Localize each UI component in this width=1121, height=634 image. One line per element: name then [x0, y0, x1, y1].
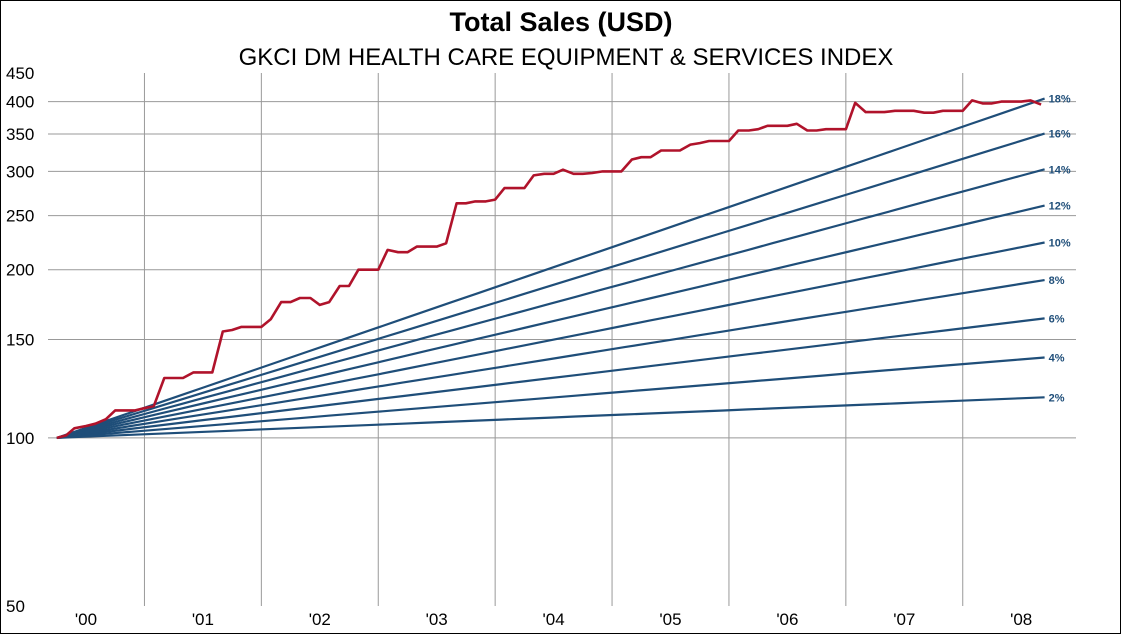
growth-label-14: 14%: [1049, 164, 1071, 176]
growth-line-8: [56, 279, 1045, 439]
growth-label-10: 10%: [1049, 237, 1071, 249]
growth-lines: 2% 4% 6% 8% 10% 12% 14% 16% 18%: [56, 94, 1071, 439]
x-tick-label: '06: [776, 610, 798, 629]
y-tick-label: 450: [6, 64, 34, 83]
y-tick-label: 100: [6, 429, 34, 448]
sales-series: [56, 99, 1042, 440]
growth-line-6: [56, 317, 1045, 439]
chart-subtitle: GKCI DM HEALTH CARE EQUIPMENT & SERVICES…: [239, 44, 894, 71]
x-tick-label: '07: [893, 610, 915, 629]
y-tick-label: 50: [6, 597, 25, 616]
chart-title: Total Sales (USD): [449, 7, 672, 37]
growth-line-4: [56, 356, 1045, 439]
y-tick-label: 400: [6, 93, 34, 112]
x-tick-label: '03: [426, 610, 448, 629]
growth-label-16: 16%: [1049, 129, 1071, 141]
grid: [48, 73, 1076, 606]
x-tick-label: '08: [1010, 610, 1032, 629]
growth-line-10: [56, 241, 1045, 439]
x-tick-label: '04: [543, 610, 565, 629]
growth-line-12: [56, 204, 1045, 439]
growth-line-16: [56, 132, 1045, 439]
growth-line-14: [56, 168, 1045, 439]
y-tick-label: 250: [6, 207, 34, 226]
y-tick-label: 200: [6, 261, 34, 280]
growth-label-4: 4%: [1049, 352, 1065, 364]
x-tick-label: '01: [192, 610, 214, 629]
growth-label-6: 6%: [1049, 313, 1065, 325]
sales-line: [56, 99, 1042, 440]
x-tick-label: '02: [309, 610, 331, 629]
y-tick-label: 300: [6, 162, 34, 181]
growth-line-2: [56, 396, 1045, 439]
growth-label-2: 2%: [1049, 392, 1065, 404]
growth-label-8: 8%: [1049, 275, 1065, 287]
y-axis-ticks: 50 100 150 200 250 300 350 400 450: [6, 64, 34, 616]
growth-label-18: 18%: [1049, 94, 1071, 106]
x-tick-label: '00: [75, 610, 97, 629]
x-tick-label: '05: [659, 610, 681, 629]
growth-label-12: 12%: [1049, 201, 1071, 213]
y-tick-label: 150: [6, 331, 34, 350]
x-axis-ticks: '00 '01 '02 '03 '04 '05 '06 '07 '08: [75, 610, 1032, 629]
y-tick-label: 350: [6, 125, 34, 144]
growth-line-18: [56, 97, 1045, 439]
